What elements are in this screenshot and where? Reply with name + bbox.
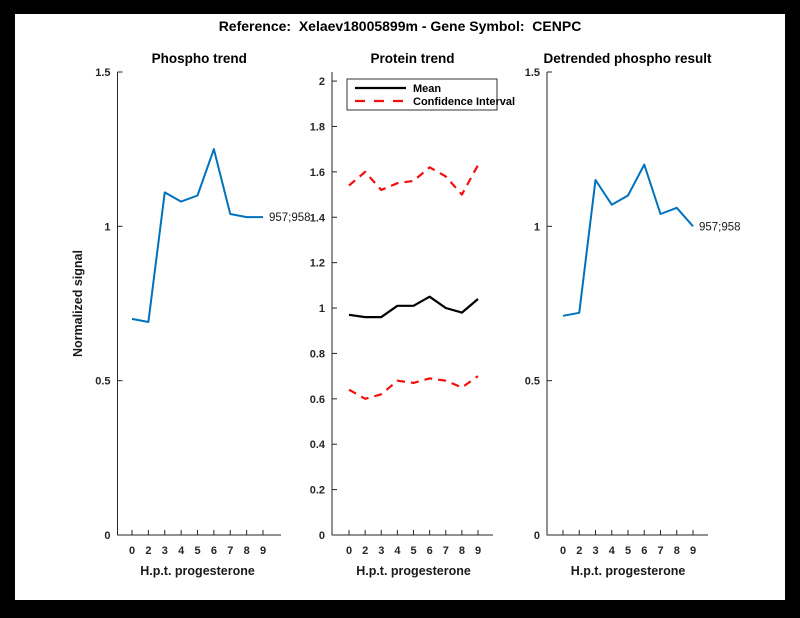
x-tick-label: 6	[641, 545, 647, 557]
x-tick-label: 4	[609, 545, 616, 557]
y-tick-label: 0.6	[310, 394, 325, 406]
data-end-label: 957;958	[699, 221, 741, 233]
x-tick-label: 2	[145, 545, 151, 557]
chart-protein-trend: 0 2 3 4 5 6 7 8 900.20.40.60.811.21.41.61.82Prot…	[310, 51, 515, 578]
chart-title: Protein trend	[370, 51, 454, 66]
y-tick-label: 1.8	[310, 121, 325, 133]
y-tick-label: 1.5	[525, 67, 540, 79]
x-tick-label: 3	[378, 545, 384, 557]
figure-title: Reference: Xelaev18005899m - Gene Symbol…	[218, 18, 582, 34]
y-tick-label: 0	[534, 530, 540, 542]
series-line-phospho-signal	[131, 148, 263, 323]
x-tick-label: 9	[690, 545, 696, 557]
x-tick-label: 3	[592, 545, 598, 557]
x-tick-label: 3	[162, 545, 168, 557]
y-tick-label: 1.2	[310, 258, 325, 270]
x-tick-label: 5	[625, 545, 631, 557]
y-tick-label: 0.2	[310, 485, 325, 497]
y-tick-label: 1	[319, 303, 325, 315]
y-tick-label: 0.8	[310, 348, 325, 360]
series-line-mean	[348, 295, 479, 319]
y-tick-label: 0.4	[310, 439, 326, 451]
x-tick-label: 9	[260, 545, 266, 557]
y-tick-label: 1	[104, 221, 110, 233]
x-tick-label: 6	[427, 545, 433, 557]
x-tick-label: 0	[346, 545, 352, 557]
x-tick-label: 4	[394, 545, 401, 557]
x-tick-label: 8	[674, 545, 680, 557]
series-line-ci-upper	[348, 164, 479, 196]
x-tick-label: 0	[560, 545, 566, 557]
series-line-detrended-phospho	[562, 163, 694, 317]
y-tick-label: 0	[104, 530, 110, 542]
x-tick-label: 7	[657, 545, 663, 557]
y-tick-label: 2	[319, 76, 325, 88]
y-tick-label: 1.6	[310, 167, 325, 179]
x-tick-label: 5	[410, 545, 416, 557]
y-tick-label: 0.5	[525, 376, 540, 388]
legend-label: Mean	[413, 83, 441, 95]
x-tick-label: 7	[443, 545, 449, 557]
chart-title: Phospho trend	[152, 51, 247, 66]
x-axis-label: H.p.t. progesterone	[356, 564, 471, 578]
x-tick-label: 8	[459, 545, 465, 557]
y-tick-label: 1	[534, 221, 540, 233]
x-tick-label: 9	[475, 545, 481, 557]
x-tick-label: 6	[211, 545, 217, 557]
axis-lines	[331, 72, 493, 536]
chart-title: Detrended phospho result	[543, 51, 712, 66]
y-tick-label: 1.4	[310, 212, 326, 224]
legend-label: Confidence Interval	[413, 96, 515, 108]
axis-lines	[117, 72, 281, 536]
y-tick-label: 0	[319, 530, 325, 542]
x-axis-label: H.p.t. progesterone	[571, 564, 686, 578]
y-axis-label: Normalized signal	[71, 250, 85, 357]
series-line-ci-lower	[348, 375, 479, 400]
x-tick-label: 8	[244, 545, 250, 557]
x-axis-label: H.p.t. progesterone	[140, 564, 255, 578]
x-tick-label: 4	[178, 545, 185, 557]
x-tick-label: 2	[576, 545, 582, 557]
figure-canvas	[15, 14, 785, 600]
axis-lines	[546, 72, 708, 536]
y-tick-label: 1.5	[95, 67, 110, 79]
x-tick-label: 2	[362, 545, 368, 557]
x-tick-label: 7	[227, 545, 233, 557]
x-tick-label: 0	[129, 545, 135, 557]
legend-box	[346, 78, 498, 111]
data-end-label: 957;958	[269, 212, 311, 224]
y-tick-label: 0.5	[95, 376, 110, 388]
x-tick-label: 5	[194, 545, 200, 557]
